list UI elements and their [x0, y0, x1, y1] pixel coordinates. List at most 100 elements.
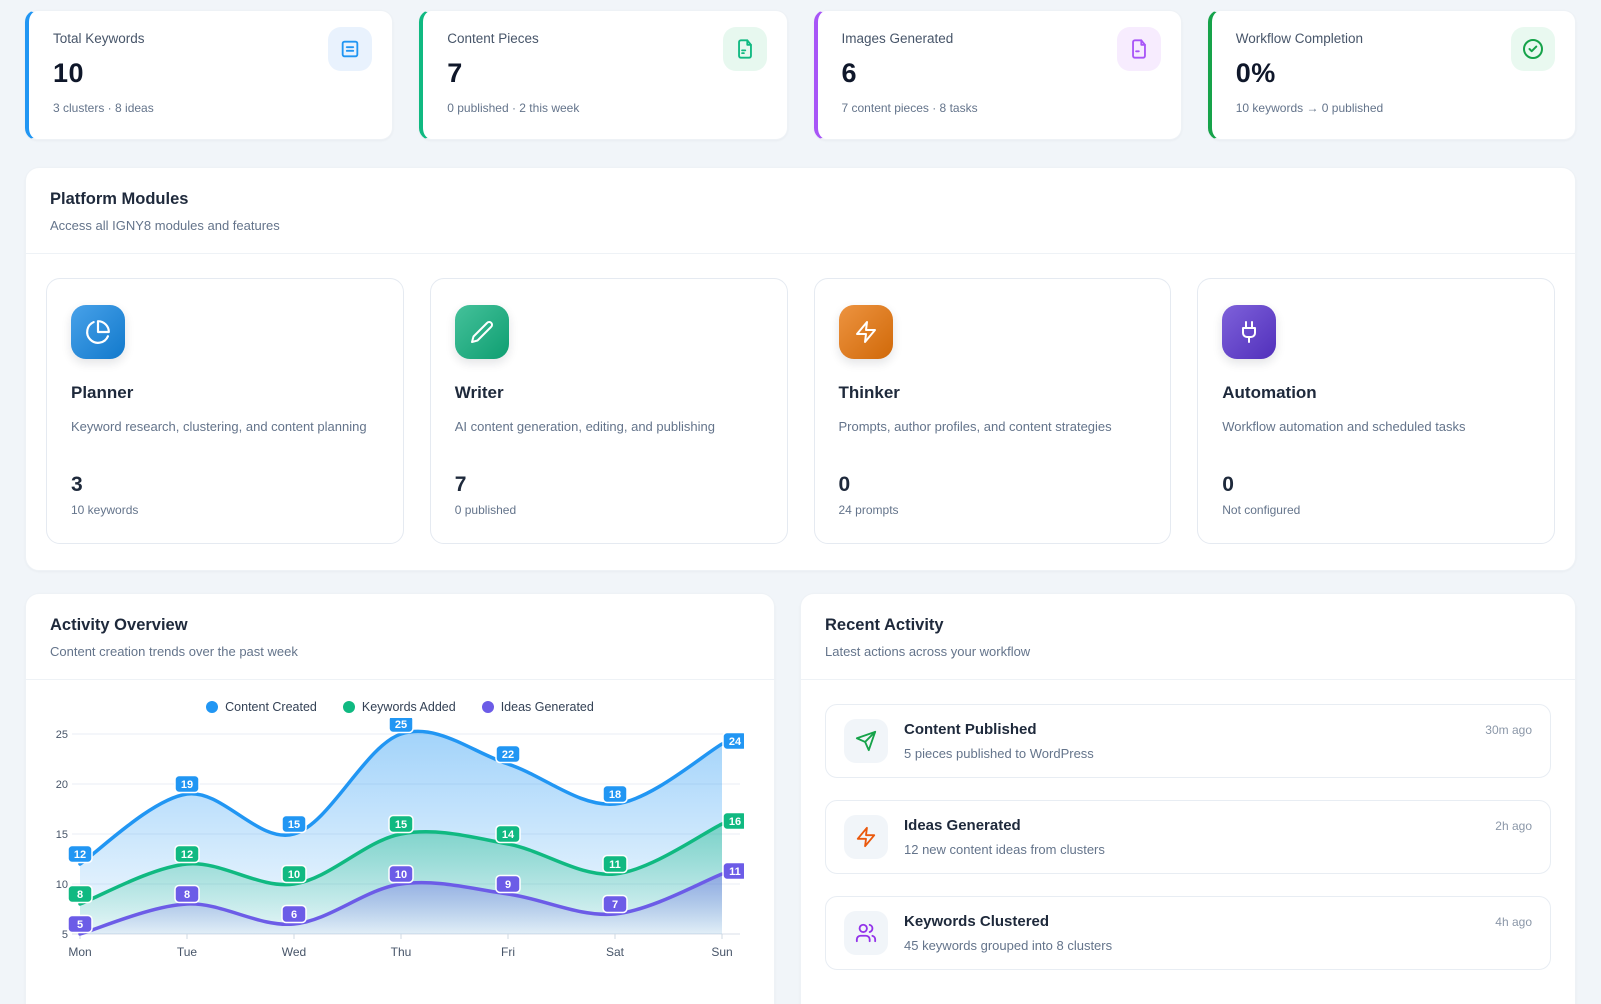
svg-text:Wed: Wed [282, 945, 306, 959]
svg-text:Sat: Sat [606, 945, 625, 959]
module-subtext: 10 keywords [71, 503, 139, 517]
platform-modules-header: Platform Modules Access all IGNY8 module… [26, 168, 1575, 253]
module-description: Workflow automation and scheduled tasks [1222, 419, 1466, 434]
activity-item-content-published: Content Published 5 pieces published to … [825, 704, 1551, 778]
svg-text:19: 19 [181, 779, 193, 791]
module-value: 0 [838, 473, 851, 496]
lightning-icon [838, 305, 893, 359]
svg-text:10: 10 [288, 869, 300, 881]
legend-dot [342, 701, 355, 713]
activity-timestamp: 4h ago [1495, 915, 1532, 929]
legend-item-ideas-generated[interactable]: Ideas Generated [481, 700, 594, 714]
stat-card-total-keywords: Total Keywords 10 3 clusters · 8 ideas [25, 10, 394, 140]
section-title: Activity Overview [50, 616, 188, 634]
svg-text:20: 20 [56, 779, 68, 791]
chart-legend: Content Created Keywords Added Ideas Gen… [26, 680, 774, 718]
stats-row: Total Keywords 10 3 clusters · 8 ideas C… [25, 10, 1576, 140]
file-edit-icon [722, 27, 767, 71]
svg-text:15: 15 [56, 829, 68, 841]
module-subtext: 24 prompts [838, 503, 899, 517]
legend-label: Keywords Added [361, 700, 456, 714]
stat-value: 10 [53, 58, 85, 88]
stat-subtext: 7 content pieces · 8 tasks [841, 101, 978, 115]
svg-text:7: 7 [612, 899, 618, 911]
module-card-planner[interactable]: Planner Keyword research, clustering, an… [46, 278, 404, 544]
divider [26, 253, 1575, 254]
svg-text:25: 25 [395, 719, 407, 731]
svg-text:8: 8 [77, 889, 83, 901]
activity-description: 45 keywords grouped into 8 clusters [904, 938, 1113, 953]
legend-dot [481, 701, 494, 713]
activity-line-chart: 5 10 15 20 25 Mon Tue Wed Thu Fri Sat Sun 12 19 15 25 22… [26, 714, 774, 975]
svg-text:5: 5 [77, 919, 83, 931]
activity-description: 5 pieces published to WordPress [904, 746, 1094, 761]
activity-title: Content Published [904, 721, 1037, 738]
activity-body: Content Published 5 pieces published to … [904, 721, 1469, 761]
section-title: Platform Modules [50, 190, 189, 208]
svg-text:12: 12 [74, 849, 86, 861]
activity-list: Content Published 5 pieces published to … [801, 680, 1575, 970]
section-subtitle: Access all IGNY8 modules and features [50, 218, 280, 233]
module-subtext: 0 published [454, 503, 517, 517]
section-subtitle: Content creation trends over the past we… [50, 644, 298, 659]
activity-item-ideas-generated: Ideas Generated 12 new content ideas fro… [825, 800, 1551, 874]
activity-body: Ideas Generated 12 new content ideas fro… [904, 817, 1479, 857]
legend-item-content-created[interactable]: Content Created [206, 700, 317, 714]
module-description: Keyword research, clustering, and conten… [71, 419, 367, 434]
stat-subtext: 3 clusters · 8 ideas [53, 101, 154, 115]
svg-text:Sun: Sun [711, 945, 732, 959]
svg-text:Mon: Mon [68, 945, 91, 959]
legend-label: Ideas Generated [500, 700, 594, 714]
module-value: 0 [1222, 473, 1234, 496]
activity-body: Keywords Clustered 45 keywords grouped i… [904, 913, 1479, 953]
module-description: Prompts, author profiles, and content st… [838, 419, 1112, 434]
lightning-icon [844, 815, 888, 859]
activity-title: Ideas Generated [904, 817, 1021, 834]
svg-text:6: 6 [291, 909, 297, 921]
stat-label: Images Generated [841, 31, 954, 46]
svg-text:24: 24 [729, 736, 742, 748]
module-name: Planner [71, 383, 134, 402]
stat-subtext: 0 published · 2 this week [447, 101, 580, 115]
activity-overview-panel: Activity Overview Content creation trend… [25, 593, 775, 1004]
svg-text:16: 16 [729, 816, 741, 828]
module-description: AI content generation, editing, and publ… [454, 419, 715, 434]
svg-text:11: 11 [609, 859, 621, 871]
stat-label: Content Pieces [447, 31, 539, 46]
divider [26, 679, 774, 680]
svg-text:15: 15 [395, 819, 407, 831]
module-name: Writer [454, 383, 504, 402]
svg-text:5: 5 [62, 929, 68, 941]
stat-value: 6 [841, 58, 858, 88]
module-name: Automation [1222, 383, 1317, 402]
recent-activity-header: Recent Activity Latest actions across yo… [801, 594, 1575, 679]
section-title: Recent Activity [825, 616, 944, 634]
plug-icon [1222, 305, 1277, 359]
stat-label: Workflow Completion [1235, 31, 1364, 46]
activity-title: Keywords Clustered [904, 913, 1050, 930]
legend-label: Content Created [225, 700, 317, 714]
check-circle-icon [1511, 27, 1555, 71]
svg-text:22: 22 [502, 749, 514, 761]
divider [801, 679, 1575, 680]
file-icon [1116, 27, 1161, 71]
platform-modules-panel: Platform Modules Access all IGNY8 module… [25, 167, 1576, 571]
list-icon [328, 27, 373, 71]
legend-dot [206, 701, 219, 713]
module-name: Thinker [838, 383, 900, 402]
stat-card-content-pieces: Content Pieces 7 0 published · 2 this we… [419, 10, 788, 140]
module-subtext: Not configured [1222, 503, 1301, 517]
recent-activity-panel: Recent Activity Latest actions across yo… [800, 593, 1576, 1004]
svg-text:11: 11 [729, 866, 741, 878]
module-card-writer[interactable]: Writer AI content generation, editing, a… [429, 278, 788, 544]
svg-text:12: 12 [181, 849, 193, 861]
stat-value: 7 [447, 58, 463, 88]
svg-text:14: 14 [502, 829, 515, 841]
activity-timestamp: 2h ago [1495, 819, 1532, 833]
module-card-automation[interactable]: Automation Workflow automation and sched… [1197, 278, 1555, 544]
bottom-row: Activity Overview Content creation trend… [25, 593, 1576, 1004]
svg-text:25: 25 [56, 729, 68, 741]
legend-item-keywords-added[interactable]: Keywords Added [342, 700, 456, 714]
stat-subtext: 10 keywords → 0 published [1235, 101, 1384, 115]
module-card-thinker[interactable]: Thinker Prompts, author profiles, and co… [813, 278, 1172, 544]
